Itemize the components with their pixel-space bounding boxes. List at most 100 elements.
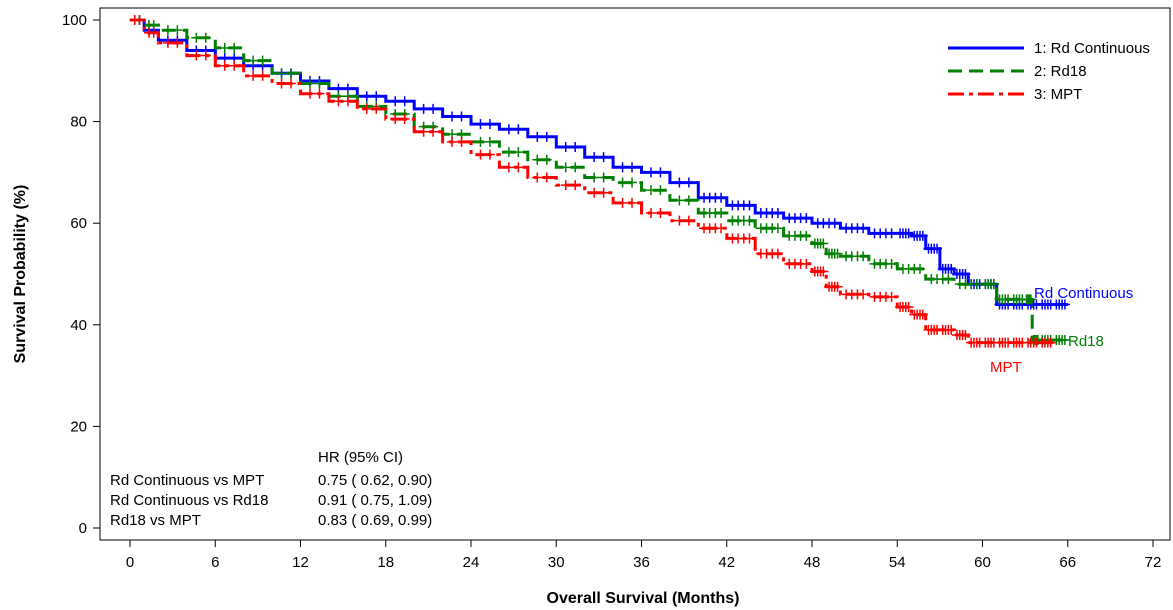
censor-mark bbox=[475, 119, 486, 130]
censor-mark bbox=[361, 91, 372, 102]
censor-mark bbox=[832, 281, 843, 292]
censor-mark bbox=[716, 208, 727, 219]
censor-mark bbox=[645, 185, 656, 196]
censor-mark bbox=[390, 114, 401, 125]
hr-row-value: 0.91 ( 0.75, 1.09) bbox=[318, 492, 432, 509]
x-tick-label: 6 bbox=[211, 554, 219, 571]
y-tick-label: 100 bbox=[62, 12, 87, 29]
censor-mark bbox=[772, 223, 783, 234]
censor-mark bbox=[598, 172, 609, 183]
censor-mark bbox=[447, 111, 458, 122]
censor-mark bbox=[655, 167, 666, 178]
censor-mark bbox=[134, 15, 145, 25]
censor-mark bbox=[513, 162, 524, 173]
y-tick-label: 0 bbox=[79, 520, 87, 537]
censor-mark bbox=[617, 162, 628, 173]
y-tick-label: 60 bbox=[70, 215, 87, 232]
censor-mark bbox=[655, 208, 666, 219]
hr-row-value: 0.83 ( 0.69, 0.99) bbox=[318, 512, 432, 529]
censor-marks-layer bbox=[129, 15, 1070, 348]
censor-mark bbox=[903, 302, 914, 313]
censor-mark bbox=[361, 103, 372, 114]
censor-mark bbox=[589, 187, 600, 198]
censor-mark bbox=[683, 195, 694, 206]
censor-mark bbox=[886, 258, 897, 269]
censor-mark bbox=[683, 215, 694, 226]
censor-mark bbox=[598, 152, 609, 163]
series-line-rd18 bbox=[130, 18, 1068, 342]
censor-mark bbox=[943, 274, 954, 285]
censor-mark bbox=[716, 223, 727, 234]
x-tick-label: 72 bbox=[1145, 554, 1162, 571]
legend: 1: Rd Continuous 2: Rd18 3: MPT bbox=[948, 40, 1150, 103]
censor-mark bbox=[541, 154, 552, 165]
censor-mark bbox=[219, 60, 230, 71]
censor-mark bbox=[1059, 299, 1070, 310]
censor-mark bbox=[503, 124, 514, 135]
censor-mark bbox=[627, 162, 638, 173]
hr-row-label: Rd Continuous vs MPT bbox=[110, 472, 264, 489]
censor-mark bbox=[532, 172, 543, 183]
censor-mark bbox=[971, 279, 982, 290]
x-tick-label: 42 bbox=[718, 554, 735, 571]
censor-mark bbox=[286, 78, 297, 89]
censor-mark bbox=[617, 177, 628, 188]
censor-mark bbox=[960, 329, 971, 340]
censor-mark bbox=[162, 25, 173, 36]
censor-mark bbox=[683, 177, 694, 188]
end-label-mpt: MPT bbox=[990, 359, 1022, 376]
x-tick-label: 18 bbox=[377, 554, 394, 571]
x-tick-label: 30 bbox=[548, 554, 565, 571]
censor-mark bbox=[560, 142, 571, 152]
censor-mark bbox=[390, 96, 401, 107]
x-tick-label: 12 bbox=[292, 554, 309, 571]
y-axis: 0 20 40 60 80 100 bbox=[62, 12, 100, 537]
legend-label-mpt: 3: MPT bbox=[1034, 86, 1082, 103]
censor-mark bbox=[447, 136, 458, 147]
censor-mark bbox=[503, 162, 514, 173]
censor-mark bbox=[503, 147, 514, 158]
censor-mark bbox=[456, 136, 467, 147]
censor-mark bbox=[801, 230, 812, 241]
censor-mark bbox=[917, 230, 928, 241]
censor-mark bbox=[333, 96, 344, 107]
censor-mark bbox=[304, 88, 315, 99]
censor-mark bbox=[399, 96, 410, 107]
censor-mark bbox=[456, 111, 467, 122]
censor-mark bbox=[484, 119, 495, 130]
censor-mark bbox=[200, 50, 211, 61]
censor-mark bbox=[1059, 335, 1070, 346]
censor-mark bbox=[960, 269, 971, 279]
censor-mark bbox=[418, 103, 429, 114]
censor-mark bbox=[371, 91, 382, 102]
censor-mark bbox=[655, 185, 666, 196]
y-tick-label: 20 bbox=[70, 418, 87, 435]
censor-mark bbox=[570, 142, 581, 152]
censor-mark bbox=[229, 60, 240, 71]
censor-mark bbox=[886, 291, 897, 302]
censor-mark bbox=[627, 197, 638, 208]
censor-mark bbox=[829, 218, 840, 229]
x-tick-label: 54 bbox=[889, 554, 906, 571]
hr-row-label: Rd Continuous vs Rd18 bbox=[110, 492, 268, 509]
censor-mark bbox=[191, 32, 202, 43]
censor-mark bbox=[229, 42, 240, 53]
censor-mark bbox=[148, 27, 159, 38]
plot-frame bbox=[99, 7, 1171, 541]
censor-mark bbox=[248, 70, 259, 81]
censor-mark bbox=[627, 177, 638, 188]
censor-mark bbox=[200, 32, 211, 43]
legend-label-rd-continuous: 1: Rd Continuous bbox=[1034, 40, 1150, 57]
censor-mark bbox=[484, 149, 495, 160]
censor-mark bbox=[399, 114, 410, 125]
censor-mark bbox=[674, 177, 685, 188]
censor-mark bbox=[513, 124, 524, 135]
censor-mark bbox=[475, 149, 486, 160]
y-tick-label: 80 bbox=[70, 114, 87, 131]
censor-mark bbox=[418, 126, 429, 137]
censor-mark bbox=[832, 248, 843, 259]
censor-mark bbox=[257, 70, 268, 81]
censor-mark bbox=[917, 309, 928, 320]
censor-mark bbox=[744, 233, 755, 244]
censor-mark bbox=[371, 103, 382, 114]
